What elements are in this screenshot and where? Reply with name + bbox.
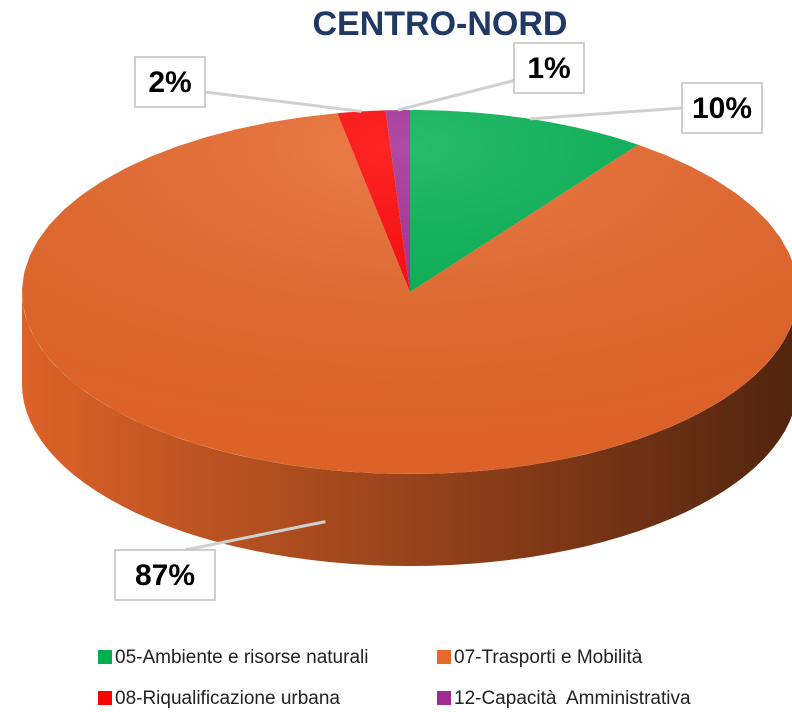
legend-swatch xyxy=(437,691,451,705)
leader-line xyxy=(397,76,525,112)
chart-title: CENTRO-NORD xyxy=(313,5,568,43)
label-box xyxy=(513,42,585,94)
legend-swatch xyxy=(98,650,112,664)
data-label: 2% xyxy=(148,66,191,99)
leader-line xyxy=(184,520,326,552)
label-box xyxy=(681,82,763,134)
top-shade xyxy=(22,110,792,474)
leader-line xyxy=(204,90,362,113)
data-label: 10% xyxy=(692,92,752,125)
data-label: 1% xyxy=(527,52,570,85)
legend-swatch xyxy=(98,691,112,705)
slice-side-shade xyxy=(22,292,792,566)
leader-line xyxy=(529,106,683,121)
legend-swatch xyxy=(437,650,451,664)
legend-label: 08-Riqualificazione urbana xyxy=(115,688,340,709)
legend-label: 12-Capacità Amministrativa xyxy=(454,688,691,709)
label-box xyxy=(114,549,216,601)
data-label: 87% xyxy=(135,559,195,592)
label-box xyxy=(134,56,206,108)
legend-label: 07-Trasporti e Mobilità xyxy=(454,647,643,668)
legend-label: 05-Ambiente e risorse naturali xyxy=(115,647,368,668)
